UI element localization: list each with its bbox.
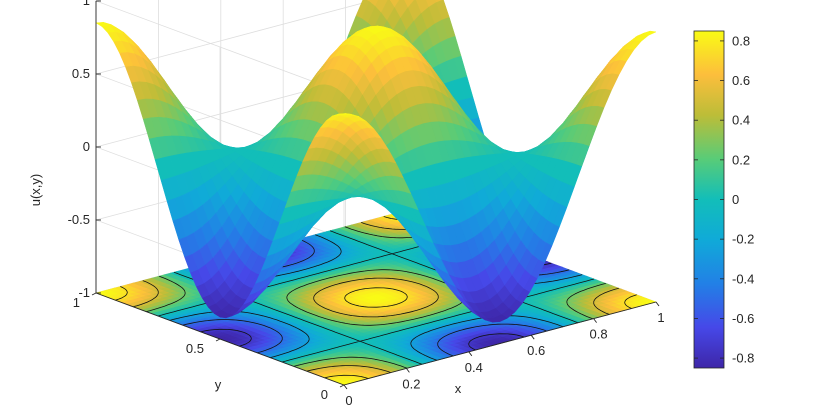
x-tick bbox=[343, 384, 348, 390]
y-tick bbox=[339, 384, 345, 388]
colorbar-tick-label: -0.8 bbox=[732, 351, 754, 366]
x-tick-label: 0.8 bbox=[590, 327, 608, 342]
contour-floor bbox=[95, 209, 657, 386]
colorbar-tick-label: -0.6 bbox=[732, 311, 754, 326]
z-tick-label: 0 bbox=[83, 139, 90, 154]
colorbar-tick-label: 0.8 bbox=[732, 33, 750, 48]
colorbar-gradient bbox=[693, 30, 725, 369]
x-tick-label: 0.6 bbox=[527, 343, 545, 358]
z-tick-label: 0.5 bbox=[72, 66, 90, 81]
x-axis-label: x bbox=[455, 381, 462, 396]
z-axis-label: u(x,y) bbox=[28, 174, 43, 207]
z-tick-label: 1 bbox=[83, 0, 90, 8]
y-tick-label: 0 bbox=[321, 387, 328, 402]
x-tick bbox=[530, 334, 535, 340]
colorbar-tick-label: 0.6 bbox=[732, 73, 750, 88]
y-tick bbox=[91, 292, 97, 296]
x-tick bbox=[406, 368, 410, 373]
x-tick-label: 0.2 bbox=[402, 376, 420, 391]
y-tick bbox=[215, 338, 221, 342]
z-tick-label: -1 bbox=[78, 285, 90, 300]
colorbar-tick-label: 0 bbox=[732, 192, 739, 207]
colorbar-tick-label: -0.4 bbox=[732, 271, 754, 286]
x-tick bbox=[468, 351, 473, 357]
x-tick bbox=[655, 301, 660, 307]
colorbar: 0.8 0.6 0.4 0.2 0 -0.2 -0.4 -0.6 -0.8 bbox=[693, 30, 754, 369]
colorbar-tick-label: 0.2 bbox=[732, 152, 750, 167]
colorbar-tick-label: -0.2 bbox=[732, 232, 754, 247]
x-tick-label: 1 bbox=[657, 310, 664, 325]
x-tick bbox=[593, 318, 597, 323]
colorbar-tick-label: 0.4 bbox=[732, 113, 750, 128]
z-tick-label: -0.5 bbox=[68, 212, 90, 227]
y-axis-label: y bbox=[215, 377, 222, 392]
y-tick-label: 0.5 bbox=[186, 341, 204, 356]
x-tick-label: 0.4 bbox=[465, 360, 483, 375]
x-tick-label: 0 bbox=[345, 393, 352, 408]
